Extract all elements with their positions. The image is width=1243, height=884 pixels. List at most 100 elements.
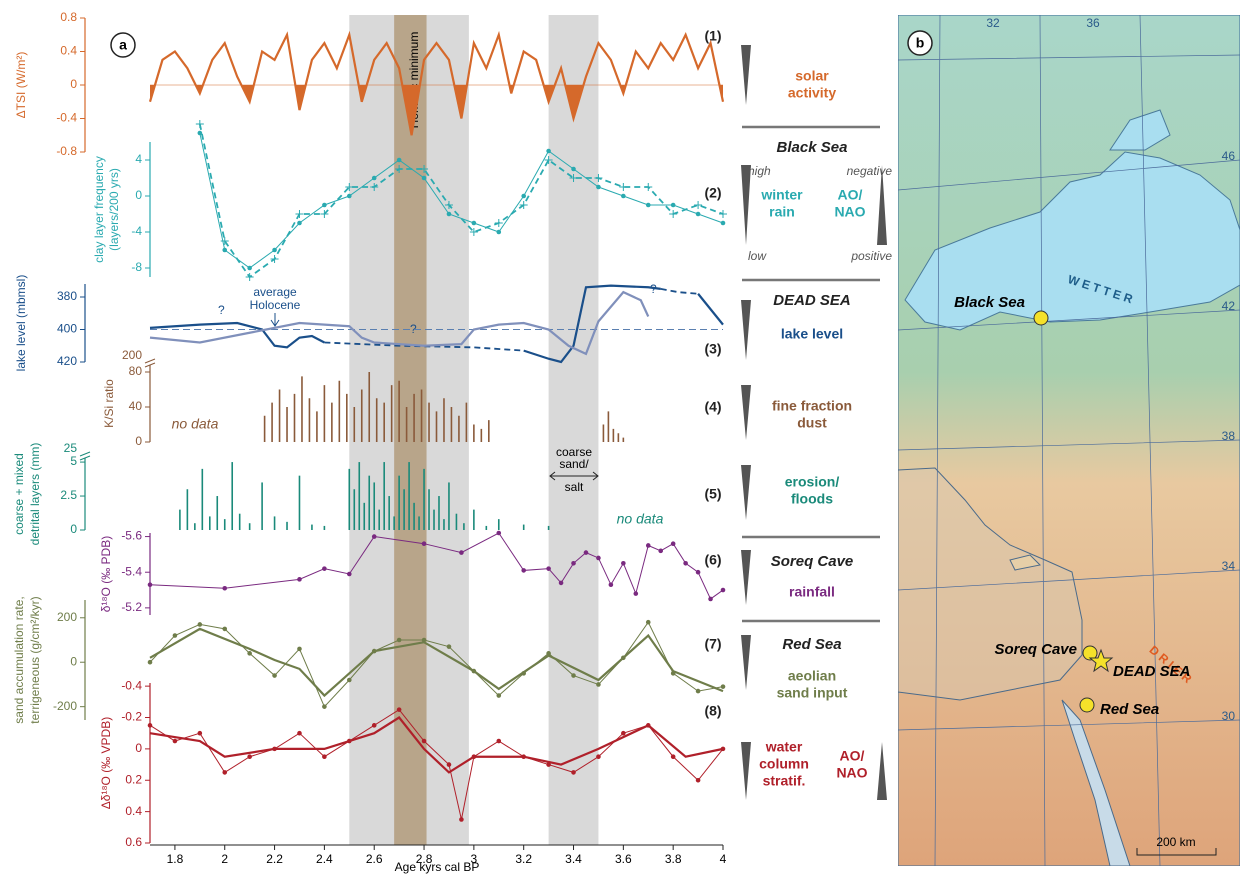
- map: [898, 15, 1240, 866]
- point: [696, 778, 701, 783]
- site-marker: [1080, 698, 1094, 712]
- bar: [249, 523, 251, 530]
- point: [247, 651, 252, 656]
- bar: [239, 514, 241, 530]
- bar: [339, 381, 341, 442]
- proxy-label: solar: [795, 68, 829, 84]
- bar: [443, 398, 445, 442]
- point: [322, 566, 327, 571]
- bar: [408, 462, 410, 530]
- bar: [608, 411, 610, 442]
- bar: [353, 489, 355, 530]
- x-tick-label: 3.6: [615, 852, 632, 866]
- site-label: Soreq Cave: [994, 641, 1077, 658]
- point: [372, 723, 377, 728]
- point: [621, 194, 626, 199]
- bar: [463, 523, 465, 530]
- region-label: DEAD SEA: [773, 292, 851, 309]
- bar: [488, 420, 490, 442]
- bar: [216, 496, 218, 530]
- bar: [363, 503, 365, 530]
- trend-triangles: [741, 45, 751, 800]
- point: [596, 556, 601, 561]
- point: [148, 582, 153, 587]
- point: [397, 638, 402, 643]
- y-tick-label: 0: [135, 741, 142, 755]
- bar: [286, 522, 288, 530]
- point: [198, 731, 203, 736]
- bar: [353, 407, 355, 442]
- point: [222, 248, 227, 253]
- highlight-band: [549, 15, 599, 845]
- point: [671, 541, 676, 546]
- bar: [421, 390, 423, 443]
- y-tick-label: 420: [57, 354, 77, 368]
- bar: [378, 510, 380, 530]
- bar: [209, 516, 211, 530]
- panel-number: (2): [704, 185, 721, 201]
- panel-number: (1): [704, 28, 721, 44]
- point: [571, 673, 576, 678]
- region-label: Red Sea: [782, 636, 841, 653]
- point: [646, 620, 651, 625]
- annotation: sand/: [559, 457, 589, 471]
- point: [694, 201, 702, 209]
- bar: [481, 429, 483, 442]
- x-tick-label: 2.4: [316, 852, 333, 866]
- point: [571, 770, 576, 775]
- bar: [264, 416, 266, 442]
- y-tick-label: -5.6: [121, 529, 142, 543]
- point: [447, 212, 452, 217]
- point: [619, 183, 627, 191]
- bar: [346, 394, 348, 442]
- bar: [618, 433, 620, 442]
- y-axis-title: (layers/200 yrs): [107, 168, 121, 251]
- index-label: NAO: [834, 204, 865, 220]
- bar: [428, 489, 430, 530]
- point: [496, 230, 501, 235]
- point: [721, 588, 726, 593]
- y-axis-title: Δδ¹⁸O (‰ VPDB): [99, 717, 113, 809]
- y-tick-label: 0: [70, 522, 77, 536]
- y-tick-label: 0.4: [125, 804, 142, 818]
- bar: [274, 516, 276, 530]
- bar: [286, 407, 288, 442]
- x-tick-label: 3.8: [665, 852, 682, 866]
- bar: [458, 416, 460, 442]
- proxy-label: water: [765, 739, 803, 755]
- proxy-label: dust: [797, 415, 827, 431]
- bar: [498, 519, 500, 530]
- bar: [403, 489, 405, 530]
- y-tick-label: -5.4: [121, 564, 142, 578]
- point: [671, 203, 676, 208]
- y-tick-label: -0.4: [121, 678, 142, 692]
- panel-label: a: [119, 37, 127, 53]
- bar: [349, 469, 351, 530]
- site-marker: [1034, 311, 1048, 325]
- point: [322, 203, 327, 208]
- x-tick-label: 2.8: [416, 852, 433, 866]
- point: [546, 566, 551, 571]
- point: [173, 739, 178, 744]
- site-label: Red Sea: [1100, 701, 1159, 718]
- point: [459, 550, 464, 555]
- bar: [261, 482, 263, 530]
- point: [571, 561, 576, 566]
- bar: [448, 482, 450, 530]
- arrow: [271, 313, 279, 326]
- proxy-label: floods: [791, 491, 833, 507]
- point: [646, 543, 651, 548]
- lat-label: 30: [1222, 709, 1236, 723]
- bar: [383, 403, 385, 442]
- bar: [398, 476, 400, 530]
- point: [148, 660, 153, 665]
- y-tick-label: 0: [135, 188, 142, 202]
- index-label: AO/: [838, 187, 863, 203]
- point: [222, 770, 227, 775]
- proxy-label: lake level: [781, 326, 843, 342]
- bar: [451, 407, 453, 442]
- y-axis-title: terrigeneous (g/cm²/kyr): [28, 596, 42, 723]
- panel-number: (6): [704, 552, 721, 568]
- bar: [436, 411, 438, 442]
- scale-label: 200 km: [1156, 835, 1195, 849]
